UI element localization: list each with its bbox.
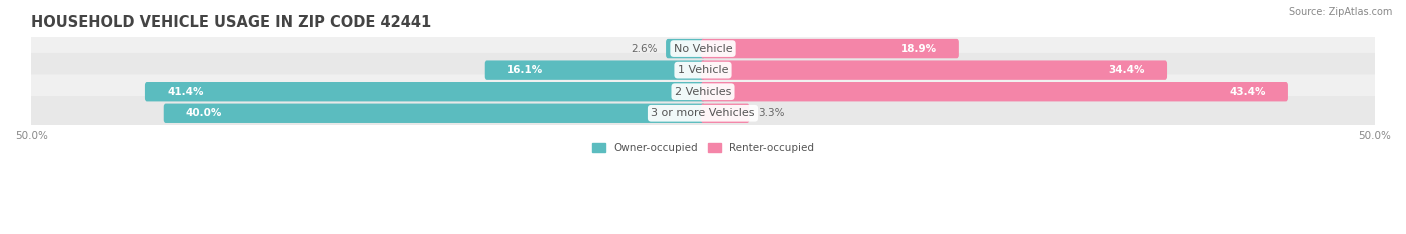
Text: 34.4%: 34.4% xyxy=(1108,65,1144,75)
Text: No Vehicle: No Vehicle xyxy=(673,44,733,54)
Text: 2.6%: 2.6% xyxy=(631,44,658,54)
Text: 43.4%: 43.4% xyxy=(1229,87,1265,97)
FancyBboxPatch shape xyxy=(702,39,959,58)
Text: 1 Vehicle: 1 Vehicle xyxy=(678,65,728,75)
FancyBboxPatch shape xyxy=(27,31,1379,66)
Text: 18.9%: 18.9% xyxy=(901,44,936,54)
FancyBboxPatch shape xyxy=(163,104,704,123)
FancyBboxPatch shape xyxy=(145,82,704,101)
Text: HOUSEHOLD VEHICLE USAGE IN ZIP CODE 42441: HOUSEHOLD VEHICLE USAGE IN ZIP CODE 4244… xyxy=(31,15,432,30)
Text: 16.1%: 16.1% xyxy=(508,65,543,75)
FancyBboxPatch shape xyxy=(702,82,1288,101)
FancyBboxPatch shape xyxy=(27,96,1379,131)
Text: 41.4%: 41.4% xyxy=(167,87,204,97)
Text: 2 Vehicles: 2 Vehicles xyxy=(675,87,731,97)
FancyBboxPatch shape xyxy=(702,60,1167,80)
Text: 40.0%: 40.0% xyxy=(186,108,222,118)
FancyBboxPatch shape xyxy=(702,104,749,123)
Text: 3 or more Vehicles: 3 or more Vehicles xyxy=(651,108,755,118)
FancyBboxPatch shape xyxy=(27,74,1379,109)
FancyBboxPatch shape xyxy=(27,53,1379,87)
Legend: Owner-occupied, Renter-occupied: Owner-occupied, Renter-occupied xyxy=(588,139,818,157)
Text: 3.3%: 3.3% xyxy=(758,108,785,118)
FancyBboxPatch shape xyxy=(485,60,704,80)
Text: Source: ZipAtlas.com: Source: ZipAtlas.com xyxy=(1288,7,1392,17)
FancyBboxPatch shape xyxy=(666,39,704,58)
